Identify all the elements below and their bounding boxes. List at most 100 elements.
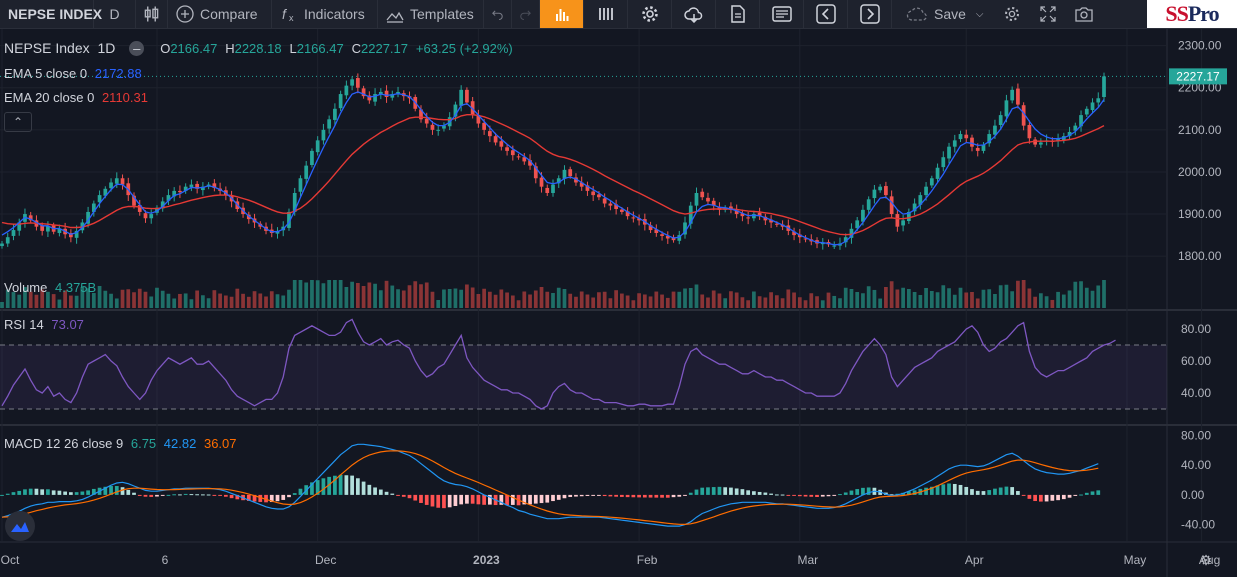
collapse-legend-button[interactable]: ⌃ bbox=[4, 112, 32, 132]
candle-body bbox=[350, 79, 354, 86]
volume-bar bbox=[740, 297, 745, 308]
volume-bar bbox=[447, 289, 452, 308]
tradingview-logo[interactable] bbox=[5, 511, 35, 541]
document-button[interactable] bbox=[716, 0, 760, 28]
volume-bar bbox=[120, 289, 125, 308]
macd-hist-bar bbox=[74, 492, 79, 495]
macd-hist-bar bbox=[143, 494, 148, 497]
volume-bar bbox=[901, 287, 905, 308]
candle-body bbox=[998, 115, 1003, 125]
chart-area[interactable]: 2300.002200.002100.002000.001900.001800.… bbox=[0, 29, 1237, 577]
volume-bar bbox=[1073, 281, 1078, 308]
volume-bar bbox=[855, 292, 860, 308]
macd-hist-bar bbox=[947, 483, 951, 495]
tradingview-icon bbox=[11, 522, 29, 532]
legend-c-label: C bbox=[351, 41, 361, 56]
macd-hist-bar bbox=[178, 494, 182, 496]
bar-chart-button[interactable] bbox=[540, 0, 584, 28]
candle-body bbox=[465, 89, 469, 103]
volume-bar bbox=[924, 288, 928, 308]
legend-menu-icon[interactable]: – bbox=[129, 40, 145, 56]
candle-body bbox=[430, 124, 435, 130]
scroll-left-button[interactable] bbox=[804, 0, 848, 28]
macd-signal-value: 36.07 bbox=[203, 436, 237, 451]
volume-bar bbox=[809, 293, 814, 308]
candle-body bbox=[941, 157, 946, 168]
macd-hist-bar bbox=[958, 484, 963, 495]
candle-body bbox=[292, 193, 297, 212]
volume-bar bbox=[304, 282, 309, 308]
volume-bar bbox=[757, 296, 762, 308]
cloud-button[interactable] bbox=[672, 0, 716, 28]
scroll-right-button[interactable] bbox=[848, 0, 892, 28]
macd-tick-label: 40.00 bbox=[1181, 458, 1211, 472]
volume-bar bbox=[419, 284, 423, 308]
candle-body bbox=[310, 150, 314, 165]
columns-button[interactable] bbox=[584, 0, 628, 28]
chart-settings-button[interactable] bbox=[994, 0, 1030, 28]
macd-hist-bar bbox=[114, 486, 119, 495]
volume-bar bbox=[694, 284, 699, 308]
volume-bar bbox=[975, 298, 980, 308]
macd-hist-bar bbox=[172, 494, 177, 496]
candle-body bbox=[918, 195, 923, 205]
candle-body bbox=[981, 144, 986, 151]
macd-hist-bar bbox=[889, 494, 894, 496]
ema20-label: EMA 20 close 0 bbox=[4, 90, 95, 105]
volume-bar bbox=[1027, 288, 1032, 308]
fullscreen-button[interactable] bbox=[1030, 0, 1066, 28]
candle-body bbox=[568, 169, 573, 177]
macd-hist-bar bbox=[533, 494, 538, 504]
settings-button[interactable] bbox=[628, 0, 672, 28]
macd-legend: MACD 12 26 close 9 6.75 42.82 36.07 bbox=[4, 436, 241, 451]
candle-body bbox=[487, 131, 492, 137]
macd-hist-bar bbox=[201, 494, 205, 496]
macd-hist-bar bbox=[832, 494, 837, 496]
candle-body bbox=[46, 225, 50, 232]
macd-hist-bar bbox=[757, 491, 762, 495]
candle-body bbox=[740, 213, 745, 217]
macd-hist-bar bbox=[34, 488, 39, 495]
macd-hist-bar bbox=[797, 494, 802, 497]
candle-body bbox=[774, 223, 779, 225]
candle-body bbox=[608, 203, 613, 206]
interval-button[interactable]: D bbox=[94, 0, 136, 28]
macd-tick-label: 0.00 bbox=[1181, 488, 1205, 502]
volume-bar bbox=[843, 287, 848, 308]
volume-bar bbox=[378, 290, 383, 308]
candle-body bbox=[120, 178, 125, 185]
volume-bar bbox=[642, 294, 647, 308]
candle-body bbox=[533, 166, 538, 179]
volume-bar bbox=[327, 280, 332, 308]
volume-bars bbox=[0, 280, 1106, 308]
symbol-search-button[interactable]: NEPSE INDEX bbox=[0, 0, 102, 28]
volume-bar bbox=[958, 287, 963, 308]
rsi-legend: RSI 14 73.07 bbox=[4, 317, 88, 332]
save-button[interactable]: Save ⌵ bbox=[898, 0, 994, 28]
price-tick-label: 2100.00 bbox=[1178, 123, 1222, 137]
macd-histogram bbox=[0, 474, 1101, 509]
candle-body bbox=[757, 212, 762, 217]
compare-button[interactable]: Compare bbox=[168, 0, 272, 28]
macd-hist-bar bbox=[407, 494, 412, 499]
macd-hist-bar bbox=[160, 494, 165, 496]
calendar-button[interactable] bbox=[760, 0, 804, 28]
macd-hist-bar bbox=[310, 482, 314, 495]
macd-hist-bar bbox=[660, 494, 664, 498]
volume-bar bbox=[367, 282, 372, 308]
candle-body bbox=[752, 214, 756, 219]
macd-hist-bar bbox=[505, 494, 509, 506]
macd-hist-bar bbox=[648, 494, 653, 498]
templates-button[interactable]: Templates bbox=[378, 0, 484, 28]
screenshot-button[interactable] bbox=[1066, 0, 1102, 28]
volume-bar bbox=[889, 281, 894, 308]
macd-hist-bar bbox=[246, 494, 251, 501]
macd-hist-bar bbox=[1061, 494, 1066, 500]
macd-hist-bar bbox=[906, 491, 911, 495]
bar-style-button[interactable] bbox=[136, 0, 168, 28]
undo-button[interactable] bbox=[484, 0, 512, 28]
volume-bar bbox=[688, 288, 693, 308]
redo-button[interactable] bbox=[512, 0, 540, 28]
volume-bar bbox=[149, 296, 154, 308]
